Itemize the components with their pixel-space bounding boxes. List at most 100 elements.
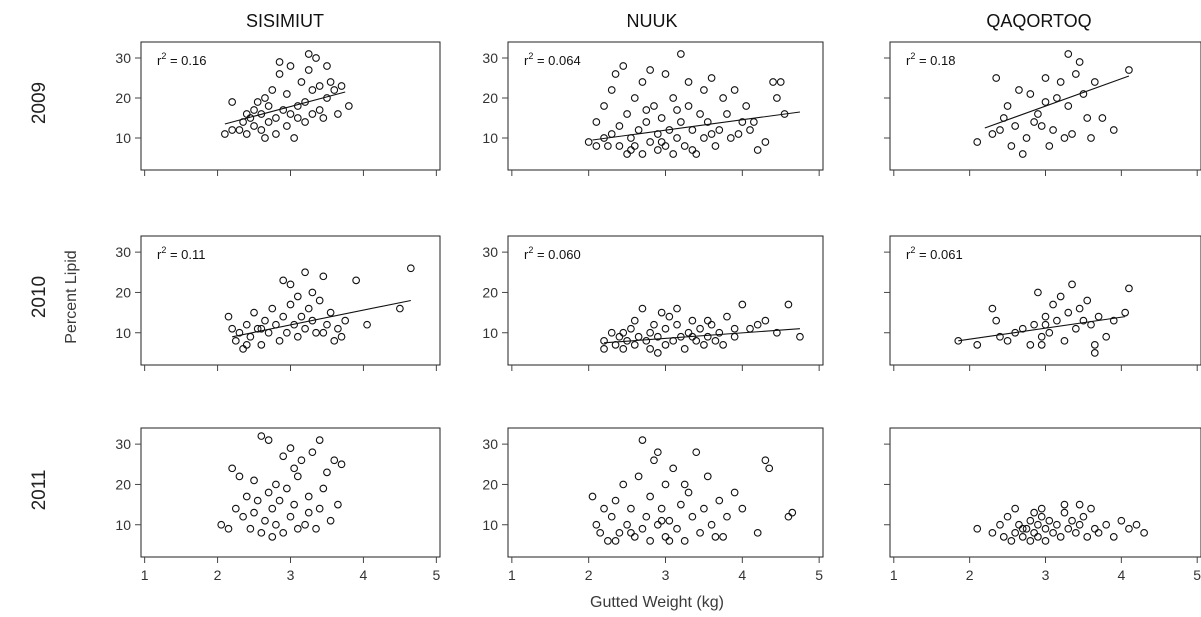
data-point-qaqortoq-2010-12: [1041, 312, 1050, 321]
data-point-nuuk-2010-16: [653, 332, 662, 341]
data-point-qaqortoq-2011-5: [1007, 537, 1016, 545]
data-point-nuuk-2009-27: [661, 142, 670, 150]
y-tick-label-nuuk-2009-10: 10: [482, 130, 498, 146]
data-point-nuuk-2010-2: [607, 328, 616, 337]
data-point-nuuk-2011-26: [673, 524, 681, 533]
x-tick-label-nuuk-2011-2: 2: [585, 567, 593, 583]
data-point-sisimiut-2011-35: [326, 516, 335, 525]
data-point-qaqortoq-2010-9: [1030, 320, 1038, 329]
data-point-nuuk-2009-30: [669, 150, 678, 158]
data-point-nuuk-2009-41: [700, 134, 708, 142]
data-point-sisimiut-2010-17: [283, 328, 291, 337]
data-point-nuuk-2011-11: [630, 532, 639, 541]
y-tick-label-nuuk-2010-20: 20: [482, 284, 498, 300]
data-point-sisimiut-2009-42: [337, 82, 346, 90]
data-point-sisimiut-2011-3: [231, 504, 240, 513]
data-point-sisimiut-2009-45: [242, 110, 251, 118]
data-point-sisimiut-2009-17: [272, 114, 280, 122]
data-point-nuuk-2011-28: [680, 537, 689, 545]
data-point-nuuk-2009-61: [642, 106, 651, 114]
data-point-nuuk-2010-10: [634, 332, 643, 341]
data-point-qaqortoq-2011-34: [1102, 520, 1111, 529]
data-point-qaqortoq-2009-21: [1068, 130, 1076, 138]
data-point-nuuk-2011-17: [646, 537, 654, 545]
data-point-qaqortoq-2009-16: [1049, 126, 1057, 134]
data-point-nuuk-2009-35: [684, 102, 693, 110]
data-point-nuuk-2010-26: [688, 316, 697, 325]
r2-label-nuuk-2009: r2 = 0.064: [524, 51, 581, 68]
data-point-sisimiut-2010-23: [301, 268, 309, 277]
data-point-nuuk-2009-50: [738, 118, 747, 126]
data-point-nuuk-2010-1: [600, 336, 608, 345]
data-point-qaqortoq-2010-14: [1049, 300, 1057, 309]
data-point-qaqortoq-2009-18: [1056, 78, 1065, 86]
x-tick-label-sisimiut-2011-1: 1: [141, 567, 149, 583]
x-tick-label-sisimiut-2011-3: 3: [287, 567, 295, 583]
data-point-qaqortoq-2011-26: [1068, 516, 1076, 525]
data-point-qaqortoq-2010-26: [1094, 312, 1103, 321]
data-point-qaqortoq-2011-18: [1041, 524, 1050, 533]
data-point-qaqortoq-2010-5: [1003, 336, 1012, 345]
data-point-nuuk-2009-63: [673, 106, 681, 114]
panel-frame-sisimiut-2011: [140, 427, 441, 558]
data-point-sisimiut-2011-34: [323, 468, 331, 477]
data-point-nuuk-2009-20: [646, 138, 654, 146]
data-point-qaqortoq-2011-29: [1079, 512, 1088, 521]
data-point-nuuk-2009-60: [627, 146, 635, 154]
data-point-nuuk-2011-41: [753, 528, 762, 537]
data-point-sisimiut-2009-1: [228, 126, 237, 134]
y-tick-label-sisimiut-2011-10: 10: [115, 517, 131, 533]
data-point-nuuk-2009-48: [726, 134, 735, 142]
data-point-sisimiut-2011-11: [257, 432, 266, 440]
data-point-nuuk-2011-5: [607, 512, 616, 521]
data-point-qaqortoq-2011-43: [1075, 500, 1084, 509]
data-point-nuuk-2011-1: [592, 520, 601, 529]
data-point-nuuk-2009-44: [711, 142, 720, 150]
data-point-qaqortoq-2009-14: [1041, 74, 1050, 82]
data-point-qaqortoq-2009-0: [973, 138, 982, 146]
data-point-nuuk-2011-8: [619, 480, 628, 489]
data-point-sisimiut-2011-39: [315, 436, 324, 444]
data-point-nuuk-2009-40: [700, 86, 708, 94]
y-axis-label: Percent Lipid: [63, 250, 80, 343]
data-point-nuuk-2009-66: [734, 130, 743, 138]
trend-line-sisimiut-2009: [224, 91, 346, 125]
data-point-sisimiut-2009-27: [297, 78, 306, 86]
data-point-nuuk-2011-49: [611, 537, 620, 545]
data-point-qaqortoq-2010-28: [1109, 316, 1118, 325]
data-point-sisimiut-2011-10: [257, 528, 266, 537]
data-point-nuuk-2009-34: [680, 142, 689, 150]
data-point-nuuk-2011-2: [596, 528, 605, 537]
data-point-sisimiut-2009-23: [286, 62, 295, 70]
data-point-sisimiut-2010-14: [275, 336, 284, 345]
data-point-nuuk-2009-43: [707, 74, 716, 82]
data-point-qaqortoq-2011-42: [1018, 524, 1027, 533]
data-point-qaqortoq-2011-6: [1011, 504, 1020, 513]
data-point-qaqortoq-2010-33: [1037, 340, 1046, 349]
data-point-qaqortoq-2009-20: [1064, 50, 1073, 58]
data-point-qaqortoq-2011-17: [1037, 512, 1046, 521]
data-point-nuuk-2011-45: [788, 508, 797, 517]
data-point-nuuk-2009-39: [696, 110, 704, 118]
y-tick-label-sisimiut-2009-10: 10: [115, 130, 131, 146]
data-point-qaqortoq-2011-1: [988, 528, 997, 537]
data-point-qaqortoq-2010-27: [1102, 332, 1111, 341]
data-point-nuuk-2010-33: [715, 328, 724, 337]
data-point-nuuk-2009-29: [669, 94, 678, 102]
data-point-nuuk-2010-44: [653, 349, 662, 357]
data-point-nuuk-2010-36: [730, 332, 739, 341]
data-point-qaqortoq-2009-4: [1003, 102, 1012, 110]
data-point-nuuk-2009-13: [627, 134, 635, 142]
data-point-qaqortoq-2011-27: [1071, 528, 1080, 537]
y-tick-label-sisimiut-2011-30: 30: [115, 436, 131, 452]
data-point-sisimiut-2010-24: [301, 324, 309, 333]
data-point-qaqortoq-2010-10: [1034, 288, 1042, 297]
data-point-sisimiut-2011-26: [293, 472, 302, 481]
row-label-2011: 2011: [29, 470, 50, 511]
data-point-nuuk-2010-4: [615, 332, 624, 341]
panel-nuuk-2010: 10 20 30 r2 = 0.060: [482, 235, 824, 371]
data-point-nuuk-2011-34: [703, 472, 712, 481]
data-point-nuuk-2010-7: [627, 324, 635, 333]
data-point-nuuk-2011-16: [646, 492, 654, 501]
data-point-sisimiut-2011-5: [239, 512, 247, 521]
